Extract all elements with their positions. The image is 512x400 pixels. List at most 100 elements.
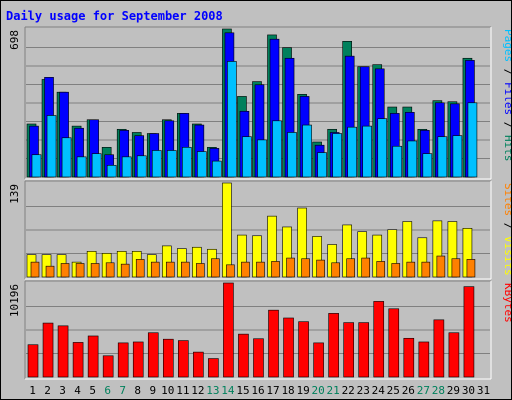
bar-sites-day-12 [196,263,205,278]
bar-visits-day-14 [222,182,232,278]
bar-pages-day-2 [46,115,57,178]
x-tick-label: 23 [357,384,370,397]
bar-kbytes-day-18 [283,317,294,378]
bar-sites-day-10 [165,261,175,278]
bar-pages-day-4 [76,156,87,178]
x-tick-label: 27 [417,384,430,397]
bar-kbytes-day-21 [328,313,339,378]
bar-sites-day-2 [45,265,55,278]
bar-sites-day-27 [421,261,431,278]
bar-kbytes-day-24 [373,301,385,378]
bar-kbytes-day-2 [42,322,54,378]
x-tick-label: 3 [59,384,66,397]
bar-sites-day-15 [241,261,250,278]
x-tick-label: 5 [89,384,96,397]
bar-pages-day-23 [362,125,373,178]
x-tick-label: 25 [387,384,400,397]
bar-kbytes-day-22 [343,322,354,378]
bar-kbytes-day-17 [268,309,279,378]
bar-pages-day-18 [287,132,297,178]
x-tick-label: 14 [221,384,235,397]
x-tick-label: 1 [29,384,36,397]
bar-kbytes-day-23 [358,322,370,378]
bar-pages-day-6 [106,165,117,178]
bar-kbytes-day-12 [193,351,204,378]
bar-kbytes-day-27 [418,341,430,378]
bar-kbytes-day-30 [463,286,475,378]
bar-pages-day-27 [422,153,433,178]
bar-kbytes-day-5 [87,335,99,378]
bar-kbytes-day-20 [313,342,324,378]
bar-sites-day-29 [451,258,461,278]
bar-pages-day-11 [182,147,192,178]
bar-kbytes-day-25 [388,308,400,378]
bar-pages-day-14 [227,61,237,178]
bar-pages-day-3 [61,137,72,178]
bar-kbytes-day-4 [72,342,84,378]
bar-pages-day-13 [212,160,222,178]
legend-sites-visits: Sites / Visits [502,183,511,276]
bar-pages-day-10 [166,150,177,178]
bar-kbytes-day-9 [147,332,159,378]
bar-sites-day-16 [256,261,265,278]
bar-sites-day-9 [150,261,160,278]
x-tick-label: 6 [104,384,111,397]
bar-pages-day-22 [347,126,357,178]
bar-kbytes-day-13 [208,358,219,378]
bar-kbytes-day-14 [223,282,234,378]
bar-kbytes-day-7 [117,342,129,378]
bar-sites-day-3 [60,263,70,278]
bar-pages-day-9 [151,150,162,178]
bar-pages-day-12 [197,151,207,178]
bar-pages-day-24 [377,118,388,178]
bar-sites-day-8 [135,259,145,278]
x-tick-label: 16 [251,384,264,397]
bar-pages-day-29 [452,135,463,178]
bar-sites-day-26 [406,261,416,278]
bar-kbytes-day-6 [102,355,114,378]
bar-pages-day-28 [437,136,448,178]
x-tick-label: 17 [266,384,279,397]
x-tick-label: 2 [44,384,51,397]
bar-sites-day-18 [286,257,295,278]
x-tick-label: 11 [176,384,189,397]
bar-sites-day-21 [331,262,340,278]
bar-pages-day-21 [332,133,342,178]
bar-kbytes-day-26 [403,337,415,378]
bar-pages-day-30 [467,102,478,178]
bar-kbytes-day-28 [433,319,445,378]
bar-sites-day-25 [391,263,401,278]
bar-sites-day-5 [90,263,100,278]
bar-pages-day-16 [257,139,267,178]
bar-sites-day-4 [75,263,85,278]
x-tick-label: 12 [191,384,204,397]
x-tick-label: 24 [372,384,386,397]
bar-pages-day-19 [302,124,312,178]
x-tick-label: 9 [149,384,156,397]
bar-pages-day-26 [407,140,418,178]
y-max-label: 10196 [8,284,21,317]
bar-pages-day-17 [272,120,282,178]
x-tick-label: 22 [342,384,355,397]
legend-kbytes: KBytes [502,283,511,323]
bar-kbytes-day-29 [448,332,460,378]
bar-pages-day-15 [242,136,252,178]
x-tick-label: 7 [119,384,126,397]
bar-pages-day-7 [121,156,132,178]
x-tick-label: 28 [432,384,445,397]
bar-sites-day-13 [211,258,220,278]
bar-kbytes-day-19 [298,321,309,378]
y-max-label: 139 [8,184,21,204]
x-tick-label: 31 [477,384,490,397]
bar-pages-day-5 [91,153,102,178]
bar-kbytes-day-15 [238,333,249,378]
x-tick-label: 30 [462,384,475,397]
bar-sites-day-7 [120,263,130,278]
bar-sites-day-6 [105,262,115,278]
bar-sites-day-23 [361,257,371,278]
bar-sites-day-28 [436,255,446,278]
bar-sites-day-19 [301,258,310,278]
x-tick-label: 20 [312,384,325,397]
